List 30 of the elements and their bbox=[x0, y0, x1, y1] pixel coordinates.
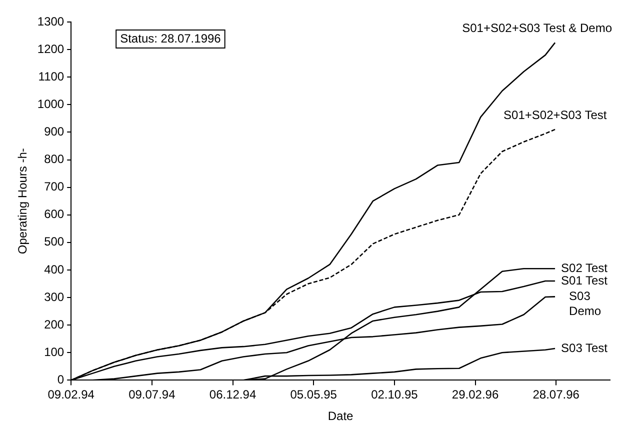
x-tick-label: 09.02.94 bbox=[48, 388, 95, 402]
y-tick-label: 700 bbox=[44, 180, 64, 194]
y-tick-label: 400 bbox=[44, 262, 64, 276]
y-tick-label: 100 bbox=[44, 344, 64, 359]
series-label: S01 Test bbox=[561, 273, 608, 288]
x-tick-label: 06.12.94 bbox=[209, 388, 256, 402]
y-axis-title: Operating Hours -h- bbox=[16, 148, 30, 254]
y-tick-label: 1300 bbox=[37, 14, 64, 28]
x-tick-label: 09.07.94 bbox=[128, 388, 176, 402]
x-tick-label: 28.07.96 bbox=[532, 388, 580, 402]
y-tick-label: 0 bbox=[57, 372, 64, 387]
y-tick-label: 200 bbox=[44, 317, 64, 332]
x-axis-title: Date bbox=[328, 409, 354, 424]
series-label: S02 Test bbox=[561, 260, 608, 275]
annotation: Status: 28.07.1996 bbox=[120, 31, 222, 46]
series-label: S03 Demo bbox=[569, 289, 602, 318]
y-tick-label: 1100 bbox=[38, 69, 64, 84]
x-tick-label: 02.10.95 bbox=[371, 388, 418, 402]
y-tick-label: 600 bbox=[44, 207, 64, 222]
series-label: S03 Test bbox=[561, 340, 608, 355]
y-tick-label: 1000 bbox=[37, 96, 64, 111]
y-tick-label: 800 bbox=[44, 152, 64, 166]
y-tick-label: 300 bbox=[44, 290, 64, 304]
series-label: S01+S02+S03 Test & Demo bbox=[462, 20, 612, 35]
series-label: S01+S02+S03 Test bbox=[504, 108, 608, 122]
x-tick-label: 05.05.95 bbox=[290, 388, 338, 402]
y-tick-label: 1200 bbox=[37, 42, 64, 56]
x-tick-label: 29.02.96 bbox=[452, 388, 499, 402]
y-tick-label: 900 bbox=[44, 124, 64, 139]
y-tick-label: 500 bbox=[44, 234, 64, 249]
